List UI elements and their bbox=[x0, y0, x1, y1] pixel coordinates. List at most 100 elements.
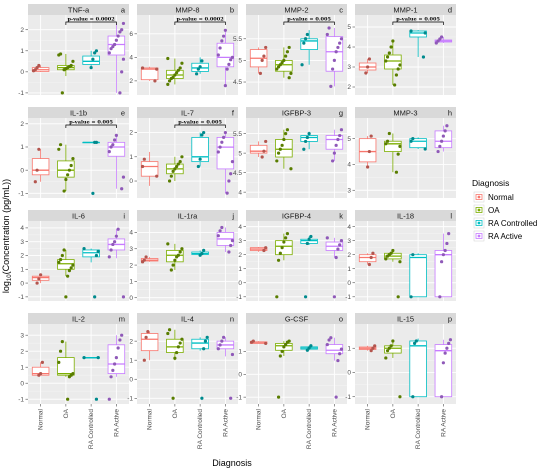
x-tick-label: OA bbox=[172, 408, 179, 418]
panel-letter: e bbox=[121, 108, 125, 117]
data-point bbox=[116, 227, 120, 231]
data-point bbox=[196, 164, 200, 169]
significance-bracket bbox=[283, 21, 335, 25]
data-point bbox=[202, 130, 206, 135]
data-point bbox=[396, 67, 400, 71]
panel-letter: a bbox=[121, 5, 126, 14]
box-iqr bbox=[249, 144, 268, 154]
data-point bbox=[93, 295, 97, 299]
data-point bbox=[200, 396, 204, 400]
data-point bbox=[121, 57, 126, 61]
y-tick-label: -1 bbox=[236, 294, 242, 301]
data-point bbox=[367, 262, 371, 267]
data-point bbox=[369, 134, 373, 138]
data-point bbox=[285, 128, 290, 132]
data-point bbox=[229, 58, 233, 62]
panel-il-2: IL-2 m -1 0 1 2 3 Normal OA RA Controlled RA Activ… bbox=[18, 313, 129, 449]
y-tick-label: 2 bbox=[20, 253, 24, 260]
data-point bbox=[169, 268, 173, 272]
legend-key-point bbox=[477, 234, 481, 238]
y-tick-label: -1 bbox=[345, 394, 351, 401]
box-ra-controlled bbox=[300, 30, 318, 65]
x-tick-label: OA bbox=[281, 408, 288, 418]
panel-letter: b bbox=[230, 5, 234, 14]
box-iqr bbox=[166, 338, 184, 353]
box-ra-controlled bbox=[409, 338, 427, 398]
data-point bbox=[385, 55, 390, 59]
data-point bbox=[394, 170, 399, 174]
panel-mmp-3: MMP-3 h 3 4 5 bbox=[347, 107, 456, 198]
data-point bbox=[58, 349, 63, 353]
data-point bbox=[229, 172, 233, 176]
data-point bbox=[440, 35, 444, 39]
data-point bbox=[118, 30, 122, 34]
y-tick-label: 1 bbox=[347, 345, 351, 352]
data-point bbox=[96, 356, 100, 360]
box-iqr bbox=[31, 366, 50, 376]
data-point bbox=[409, 29, 413, 33]
data-point bbox=[303, 37, 308, 41]
data-point bbox=[409, 295, 413, 299]
data-point bbox=[411, 395, 415, 399]
x-tick-label: RA Active bbox=[440, 409, 447, 437]
data-point bbox=[203, 339, 208, 343]
data-point bbox=[200, 133, 204, 137]
data-point bbox=[69, 266, 73, 270]
data-point bbox=[396, 295, 400, 299]
box-iqr bbox=[358, 138, 377, 163]
panel-title: G-CSF bbox=[285, 314, 309, 323]
data-point bbox=[223, 130, 227, 135]
box-iqr bbox=[384, 54, 402, 70]
data-point bbox=[94, 397, 99, 401]
data-point bbox=[327, 338, 331, 342]
y-tick-label: 4 bbox=[129, 230, 133, 237]
data-point bbox=[109, 375, 113, 379]
y-tick-label: 0 bbox=[347, 280, 351, 287]
data-point bbox=[175, 164, 179, 169]
data-point bbox=[60, 340, 64, 344]
data-point bbox=[391, 248, 395, 253]
y-tick-label: 5 bbox=[238, 58, 242, 65]
p-value-label: p-value = 0.005 bbox=[287, 17, 331, 23]
data-point bbox=[327, 26, 331, 30]
legend-label: Normal bbox=[488, 193, 514, 202]
y-tick-label: 5 bbox=[347, 136, 351, 143]
data-point bbox=[412, 341, 417, 345]
data-point bbox=[62, 248, 66, 252]
data-point bbox=[387, 51, 391, 55]
box-ra-active bbox=[325, 27, 344, 87]
panel-il-15: IL-15 p -1 0 1 Normal OA RA Controlled RA Active bbox=[345, 313, 456, 449]
data-point bbox=[175, 71, 179, 75]
x-tick-label: Normal bbox=[147, 408, 154, 430]
data-point bbox=[385, 139, 390, 143]
panel-title: IL-6 bbox=[72, 211, 85, 220]
panel-letter: l bbox=[450, 211, 452, 220]
data-point bbox=[305, 241, 309, 246]
box-ra-controlled bbox=[82, 248, 100, 263]
data-point bbox=[155, 67, 159, 71]
data-point bbox=[384, 59, 388, 63]
data-point bbox=[384, 257, 388, 261]
data-point bbox=[287, 339, 291, 343]
data-point bbox=[216, 53, 220, 57]
data-point bbox=[169, 174, 173, 178]
y-tick-label: 4.5 bbox=[233, 79, 242, 86]
data-point bbox=[394, 73, 399, 77]
box-ra-active bbox=[434, 233, 453, 298]
box-ra-controlled bbox=[409, 30, 427, 57]
data-point bbox=[441, 134, 445, 138]
data-point bbox=[58, 143, 63, 147]
data-point bbox=[222, 34, 226, 38]
panel-il-7: IL-7 f 0 1 2 p-value = 0.005 bbox=[129, 107, 238, 198]
box-iqr bbox=[31, 158, 50, 176]
box-iqr bbox=[82, 55, 100, 65]
data-point bbox=[302, 147, 306, 151]
box-iqr bbox=[409, 30, 427, 38]
data-point bbox=[121, 295, 126, 299]
data-point bbox=[438, 144, 442, 148]
data-point bbox=[67, 269, 72, 273]
p-value-label: p-value = 0.005 bbox=[178, 120, 222, 126]
data-point bbox=[37, 277, 41, 281]
data-point bbox=[91, 57, 95, 61]
box-iqr bbox=[140, 333, 159, 352]
